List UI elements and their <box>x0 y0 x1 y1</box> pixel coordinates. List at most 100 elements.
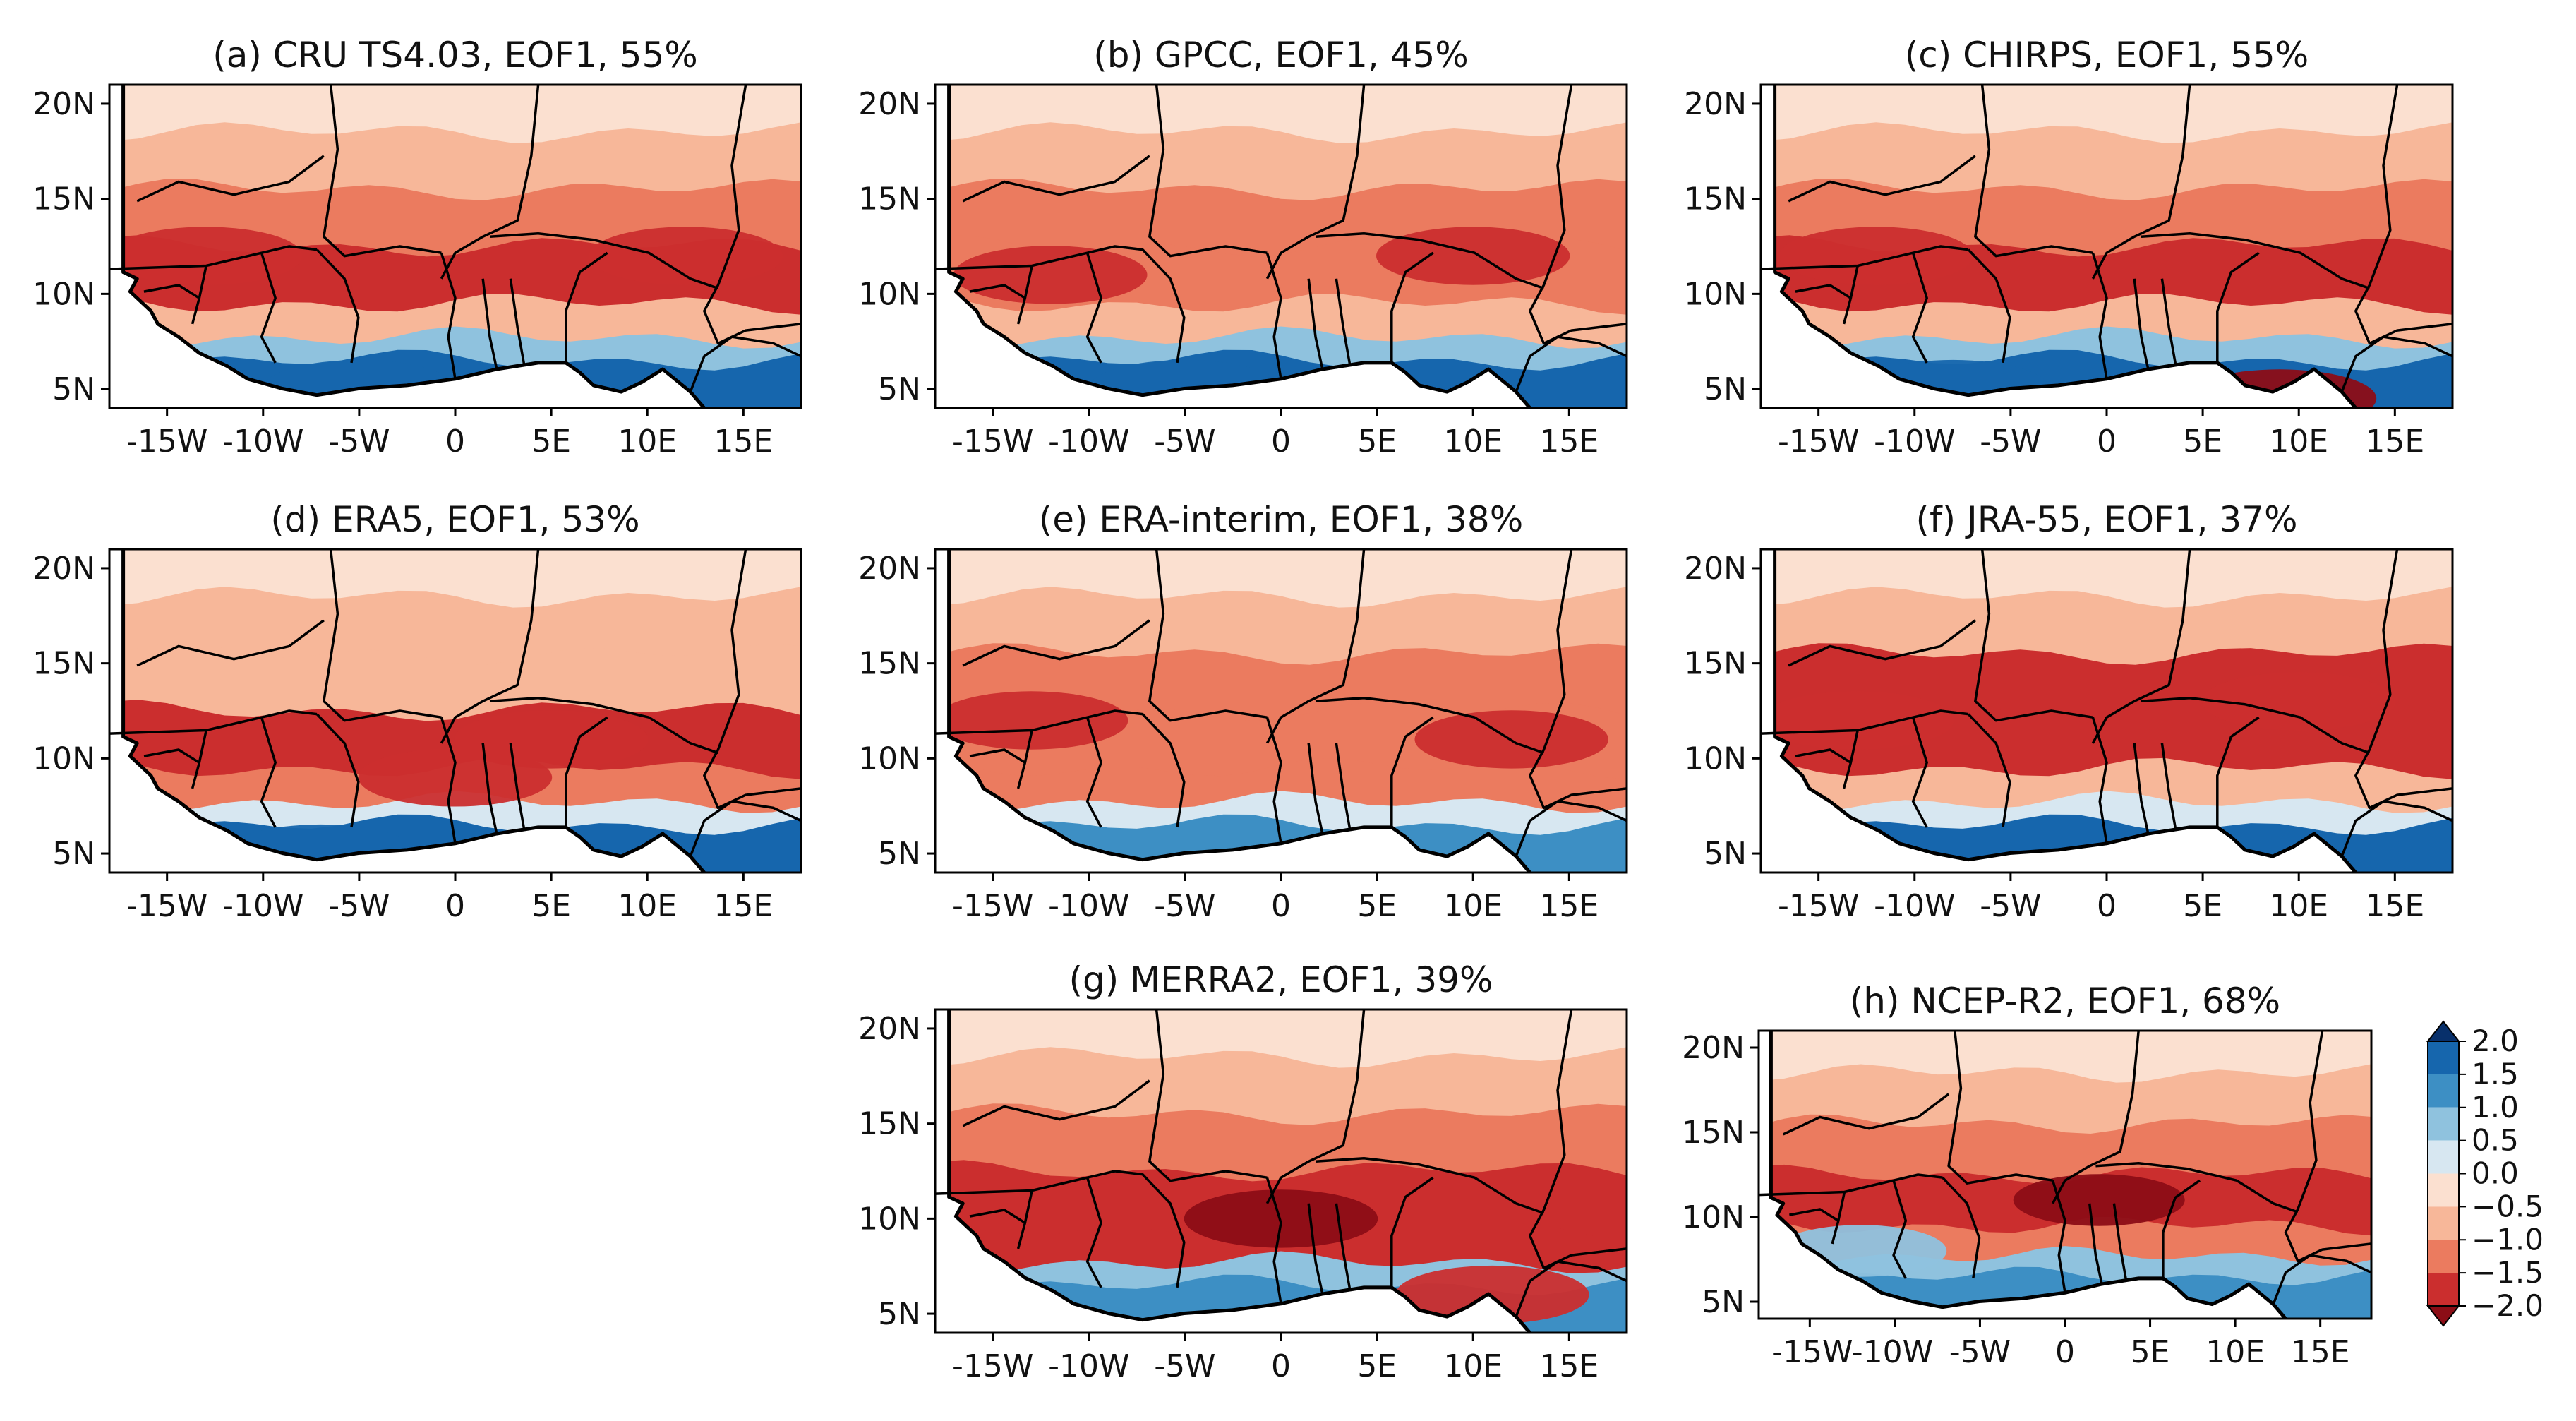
country-border <box>962 1079 1150 1127</box>
xtick-label: 5E <box>531 424 571 460</box>
xtick-label: 15E <box>1539 888 1599 924</box>
country-border <box>1141 713 1186 828</box>
country-border <box>1315 1156 1544 1215</box>
panel-g-title: (g) MERRA2, EOF1, 39% <box>1069 959 1493 1000</box>
country-border <box>1315 696 1544 755</box>
country-border <box>565 251 608 363</box>
country-border <box>1307 743 1324 834</box>
ytick-label: 20N <box>1682 1030 1745 1066</box>
ocean-south <box>109 85 704 408</box>
xtick-label: 0 <box>1271 888 1291 924</box>
panel-e-field <box>935 549 1627 873</box>
ytick-label: 20N <box>858 551 921 587</box>
country-border <box>2091 717 2108 844</box>
ytick-label: 10N <box>858 276 921 312</box>
country-border <box>191 265 207 325</box>
colorbar-segment <box>2428 1273 2459 1306</box>
panel-g-field <box>935 1009 1627 1333</box>
xtick-label: -5W <box>328 424 390 460</box>
country-border <box>1759 1173 1943 1197</box>
panel-e: (e) ERA-interim, EOF1, 38% 20N 15N 10N 5N -15… <box>858 499 1628 924</box>
contour-feature <box>1761 691 1954 750</box>
xtick-label: -5W <box>328 888 390 924</box>
xtick-label: 0 <box>1271 424 1291 460</box>
country-border <box>1148 1009 1268 1182</box>
xtick-label: 10E <box>2269 888 2328 924</box>
country-border <box>2133 743 2150 834</box>
country-border <box>440 85 540 280</box>
xtick-label: 15E <box>714 424 773 460</box>
panel-g: (g) MERRA2, EOF1, 39% 20N 15N 10N 5N -15W -10W… <box>858 959 1628 1384</box>
ocean-south <box>935 1009 1530 1333</box>
country-border <box>1947 1031 2053 1185</box>
xtick-label: 0 <box>445 424 465 460</box>
coastline <box>121 549 706 873</box>
country-border <box>489 696 718 755</box>
country-border <box>1788 619 1976 667</box>
country-border <box>2354 549 2452 810</box>
xtick-label: 0 <box>1271 1348 1291 1384</box>
ytick-label: 5N <box>878 371 921 407</box>
ocean-south <box>1761 85 2356 408</box>
colorbar-segment <box>2428 1041 2459 1074</box>
ytick-label: 15N <box>858 646 921 682</box>
country-border <box>1515 800 1627 857</box>
country-border <box>1789 1208 1839 1222</box>
country-border <box>260 717 277 828</box>
country-border <box>2340 335 2452 392</box>
ytick-label: 5N <box>52 836 95 872</box>
country-border <box>1016 1190 1033 1249</box>
panels-group: (a) CRU TS4.03, EOF1, 55% 20N 15N 10N 5N -15W… <box>32 35 2454 1384</box>
colorbar-extend-low <box>2426 1305 2461 1327</box>
ytick-label: 15N <box>32 646 95 682</box>
country-border <box>2112 1203 2128 1282</box>
panel-b: (b) GPCC, EOF1, 45% 20N 15N 10N 5N -15W -10W -5… <box>858 35 1628 460</box>
country-border <box>2052 1031 2140 1204</box>
country-border <box>1842 265 1859 325</box>
country-border <box>2088 1203 2103 1285</box>
xtick-label: 0 <box>2097 888 2117 924</box>
ytick-label: 15N <box>858 1106 921 1142</box>
colorbar-tick-label: −1.5 <box>2472 1255 2544 1290</box>
country-border <box>323 549 442 722</box>
country-border <box>1390 716 1434 827</box>
panel-a-field <box>109 85 801 408</box>
ytick-label: 15N <box>1684 646 1747 682</box>
coastline <box>1773 549 2357 873</box>
country-border <box>962 619 1150 667</box>
contour-feature <box>953 246 1148 304</box>
xtick-label: 10E <box>618 424 677 460</box>
colorbar-segment <box>2428 1240 2459 1273</box>
colorbar-segment <box>2428 1173 2459 1207</box>
ocean-south <box>109 549 704 873</box>
xtick-label: -10W <box>1048 424 1129 460</box>
country-border <box>1141 248 1186 364</box>
colorbar-tick-label: −2.0 <box>2472 1288 2544 1323</box>
xtick-label: 5E <box>2131 1334 2170 1370</box>
xtick-label: -5W <box>1154 888 1215 924</box>
colorbar-segment <box>2428 1074 2459 1108</box>
ytick-label: 10N <box>1684 741 1747 777</box>
panel-f-field <box>1761 549 2452 873</box>
panel-d-title: (d) ERA5, EOF1, 53% <box>270 499 639 540</box>
xtick-label: -5W <box>1154 1348 1215 1384</box>
contour-feature <box>1779 227 1973 285</box>
ytick-label: 20N <box>858 86 921 122</box>
ytick-label: 15N <box>1682 1115 1745 1151</box>
country-border <box>323 85 442 258</box>
country-border <box>1335 278 1352 366</box>
country-border <box>2284 1031 2371 1263</box>
xtick-label: -10W <box>222 888 303 924</box>
xtick-label: -15W <box>1778 424 1859 460</box>
colorbar-segment <box>2428 1107 2459 1141</box>
country-border <box>489 232 718 290</box>
ocean-south <box>935 85 1530 408</box>
country-border <box>509 278 526 366</box>
xtick-label: 10E <box>1443 888 1503 924</box>
country-border <box>260 252 277 364</box>
country-border <box>1974 85 2093 258</box>
country-border <box>1265 549 1366 744</box>
country-border <box>1515 335 1627 392</box>
contour-feature <box>454 710 649 769</box>
contour-feature <box>109 227 303 285</box>
